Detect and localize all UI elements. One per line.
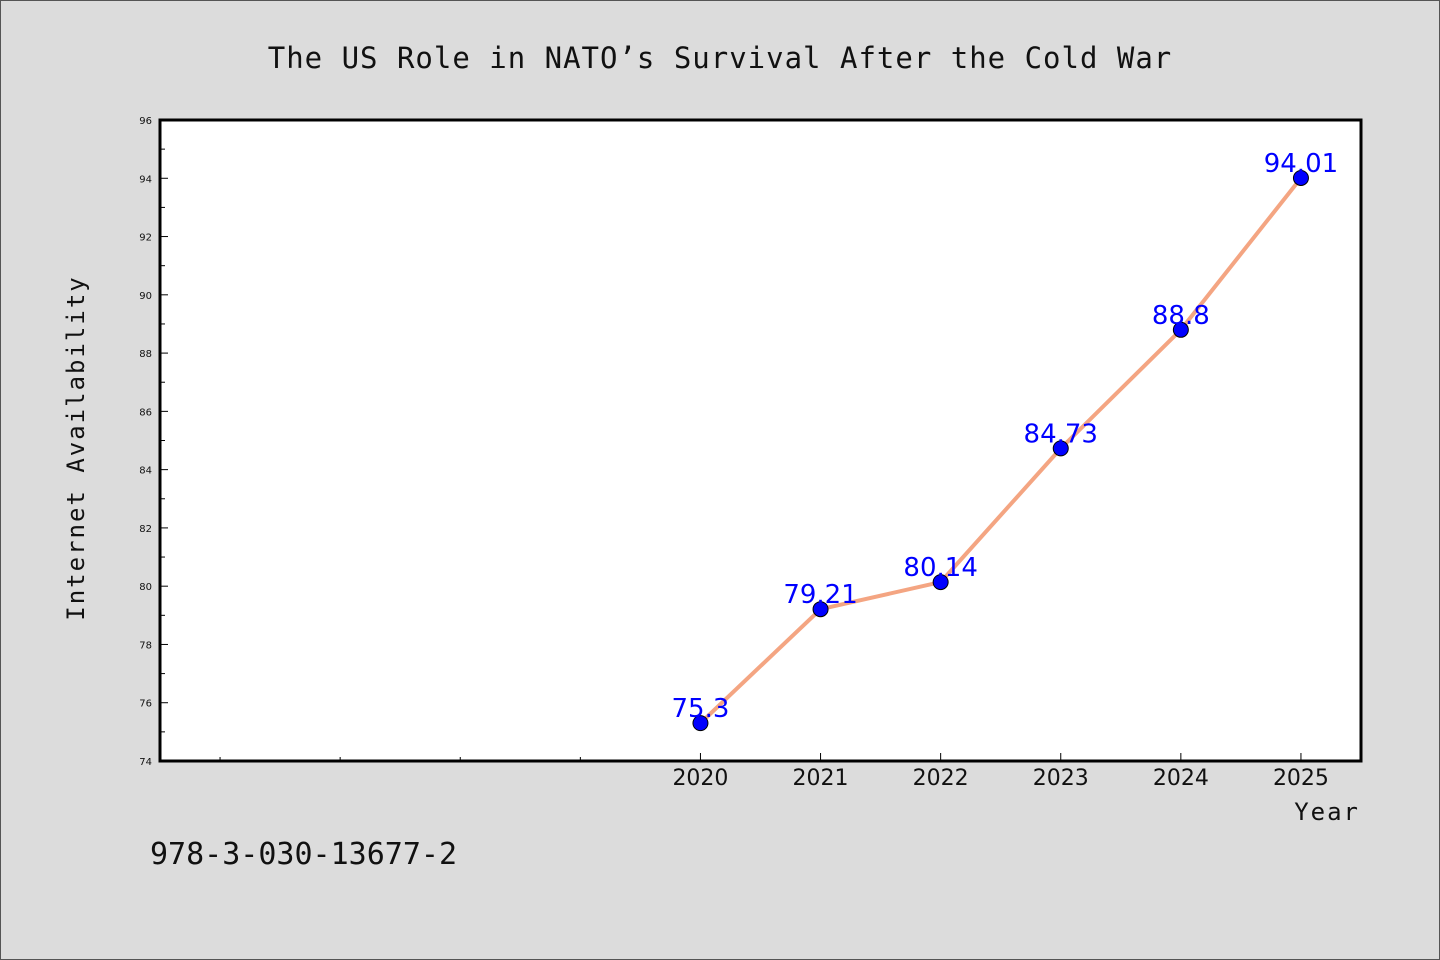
y-tick-label: 96 [139, 116, 152, 127]
data-point [1292, 169, 1309, 186]
y-axis-label: Internet Availability [62, 275, 90, 620]
x-tick-label: 2021 [793, 766, 849, 791]
isbn-text: 978-3-030-13677-2 [150, 837, 457, 872]
data-label: 75.3 [672, 694, 730, 724]
x-tick-label: 2025 [1273, 766, 1329, 791]
plot-area [158, 118, 1363, 763]
y-tick-label: 94 [139, 174, 152, 185]
data-label: 94.01 [1264, 149, 1338, 179]
data-label: 88.8 [1152, 301, 1210, 331]
x-tick-label: 2020 [672, 766, 728, 791]
data-point [812, 601, 829, 618]
chart-title: The US Role in NATO’s Survival After the… [268, 41, 1173, 75]
y-tick-label: 74 [139, 757, 152, 768]
y-tick-label: 88 [139, 349, 152, 360]
data-label: 84.73 [1024, 419, 1098, 449]
data-point [1172, 321, 1189, 338]
data-point [932, 574, 949, 591]
y-tick-label: 76 [139, 699, 152, 710]
y-tick-label: 90 [139, 291, 152, 302]
x-axis-label: Year [1294, 798, 1360, 826]
x-axis: 2020 2021 2022 2023 2024 2025 [219, 753, 1329, 791]
y-tick-label: 80 [139, 582, 152, 593]
x-tick-label: 2022 [913, 766, 969, 791]
y-tick-label: 86 [139, 407, 152, 418]
x-tick-label: 2023 [1033, 766, 1089, 791]
y-tick-label: 82 [139, 524, 152, 535]
data-label: 79.21 [783, 580, 857, 610]
y-tick-label: 78 [139, 640, 152, 651]
x-tick-label: 2024 [1153, 766, 1209, 791]
data-label: 80.14 [903, 553, 977, 583]
series-line-group: 75.3 79.21 80.14 84.73 88.8 94.01 [672, 149, 1338, 732]
data-point [692, 715, 709, 732]
y-tick-label: 92 [139, 233, 152, 244]
y-tick-label: 84 [139, 466, 152, 477]
y-axis: 74 76 78 80 82 84 86 88 90 92 94 96 [139, 116, 168, 768]
data-point [1052, 440, 1069, 457]
series-line [698, 175, 1303, 726]
